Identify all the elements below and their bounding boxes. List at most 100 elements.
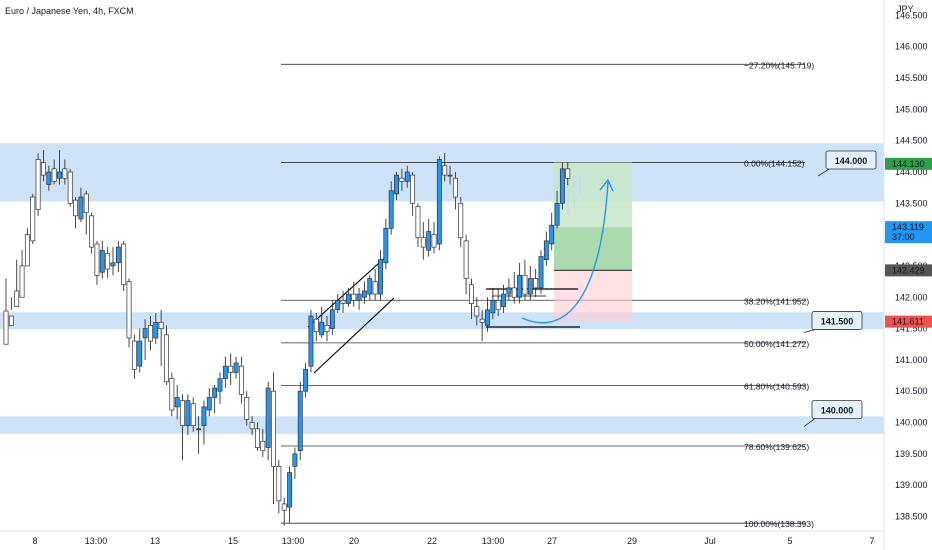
- y-tick-label: 143.500: [895, 198, 928, 208]
- price-badge[interactable]: 142.429: [885, 264, 932, 277]
- callout-box[interactable]: [825, 150, 877, 170]
- candle-body: [158, 321, 164, 329]
- price-badge[interactable]: 144.130: [885, 157, 932, 170]
- candle-body: [367, 278, 373, 295]
- candle-body: [142, 328, 148, 339]
- candle-body: [431, 234, 437, 248]
- target-zone: [554, 162, 632, 271]
- candle-body: [292, 453, 298, 467]
- price-callouts[interactable]: 144.000 141.500 140.000: [803, 150, 877, 427]
- candle-body: [46, 171, 52, 185]
- currency-label: JPY: [897, 4, 914, 14]
- y-tick-label: 144.500: [895, 136, 928, 146]
- badge-sublabel: 37:00: [892, 232, 915, 242]
- y-tick-label: 146.500: [895, 10, 928, 20]
- x-tick-label: 13:00: [85, 536, 108, 546]
- candle-body: [474, 306, 480, 317]
- candle-body: [249, 422, 255, 430]
- callout-pointer: [803, 418, 816, 427]
- price-callout[interactable]: 140.000: [803, 400, 863, 427]
- price-callout[interactable]: 141.500: [803, 311, 863, 333]
- candle-body: [447, 174, 453, 177]
- fib-label: 38.20%(141.952): [744, 296, 809, 306]
- candle-body: [30, 196, 36, 242]
- price-zone: [0, 312, 884, 330]
- candlestick-series: [3, 150, 581, 526]
- y-tick-label: 140.500: [895, 386, 928, 396]
- candle-body: [153, 321, 159, 339]
- candle-body: [549, 224, 555, 245]
- candle-body: [511, 287, 517, 298]
- badge-bg: [885, 315, 932, 328]
- candle-body: [426, 231, 432, 251]
- y-tick-label: 139.000: [895, 480, 928, 490]
- long-position-tool[interactable]: [554, 162, 632, 322]
- candle-body: [148, 325, 153, 342]
- candle-body: [19, 265, 25, 298]
- candle-body: [522, 274, 528, 295]
- fib-label: 78.60%(139.625): [744, 442, 809, 452]
- callout-box[interactable]: [811, 400, 863, 419]
- candle-body: [35, 159, 41, 210]
- candle-body: [565, 168, 571, 179]
- candle-body: [126, 281, 132, 339]
- candle-body: [410, 174, 416, 204]
- candle-body: [340, 300, 346, 304]
- candle-body: [479, 318, 485, 323]
- candle-body: [281, 503, 287, 511]
- candle-body: [105, 253, 111, 270]
- candle-body: [83, 193, 89, 214]
- candle-body: [57, 171, 62, 179]
- candle-body: [388, 190, 394, 229]
- badge-bg: [885, 264, 932, 277]
- candle-body: [543, 240, 549, 261]
- price-callout[interactable]: 144.000: [817, 150, 877, 177]
- candle-body: [297, 390, 303, 452]
- badge-bg: [885, 157, 932, 170]
- candle-body: [527, 278, 533, 295]
- candle-body: [303, 368, 309, 392]
- candle-body: [121, 243, 127, 286]
- candle-body: [362, 290, 367, 298]
- price-badge[interactable]: 141.611: [885, 315, 932, 328]
- candle-body: [73, 199, 78, 217]
- candle-body: [255, 428, 260, 448]
- candle-body: [169, 378, 175, 411]
- fibonacci-levels: −27.20%(145.719) 0.00%(144.152) 38.20%(141…: [281, 60, 814, 529]
- support-resistance-zones: [0, 143, 884, 434]
- candle-body: [404, 171, 410, 182]
- badge-label: 144.130: [892, 159, 925, 169]
- candle-body: [495, 300, 501, 311]
- candle-body: [335, 300, 341, 311]
- channel-lower[interactable]: [313, 297, 395, 374]
- candle-body: [319, 321, 325, 336]
- candle-body: [356, 293, 362, 301]
- candle-body: [174, 397, 180, 408]
- candle-body: [458, 202, 464, 239]
- candle-body: [383, 228, 389, 264]
- candle-body: [372, 281, 378, 295]
- callout-label: 141.500: [821, 317, 854, 327]
- badge-bg: [885, 221, 932, 244]
- candle-body: [190, 403, 196, 427]
- candle-body: [212, 387, 218, 398]
- candle-body: [271, 390, 276, 467]
- callout-label: 144.000: [835, 156, 868, 166]
- x-tick-label: 27: [547, 536, 557, 546]
- profit-progress: [554, 227, 632, 271]
- candle-body: [180, 400, 185, 427]
- candle-body: [469, 284, 474, 304]
- x-tick-label: 22: [427, 536, 437, 546]
- y-tick-label: 146.000: [895, 42, 928, 52]
- candle-body: [506, 287, 512, 295]
- candle-body: [436, 159, 442, 245]
- x-tick-label: Jul: [704, 536, 716, 546]
- callout-box[interactable]: [811, 311, 863, 330]
- candle-body: [313, 318, 319, 333]
- candle-body: [78, 196, 84, 220]
- candle-body: [164, 334, 169, 383]
- candle-body: [185, 400, 191, 427]
